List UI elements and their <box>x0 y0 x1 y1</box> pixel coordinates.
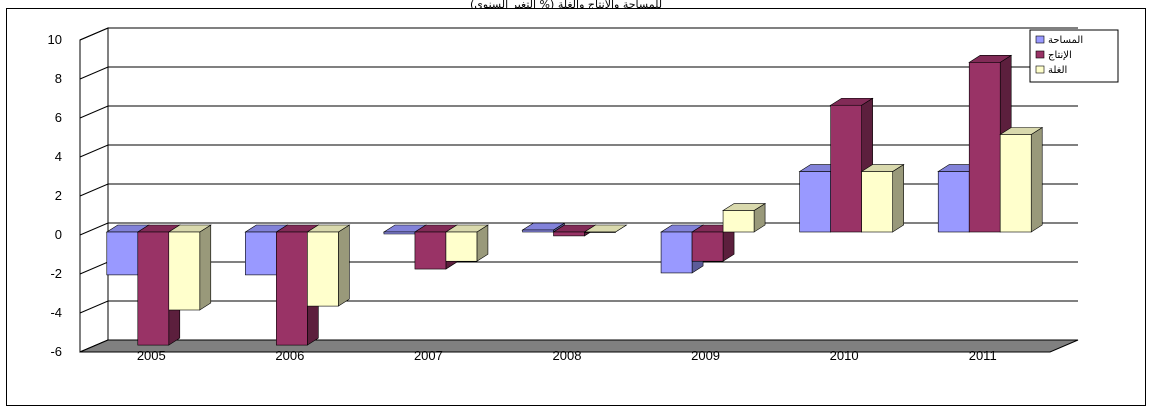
gridline <box>79 27 1078 41</box>
x-tick-label: 2007 <box>414 348 443 363</box>
bar-front <box>414 231 447 270</box>
y-tick-label: 2 <box>55 188 62 203</box>
bars <box>105 54 1044 346</box>
y-tick-label: 0 <box>55 227 62 242</box>
bar <box>167 224 212 311</box>
x-tick-label: 2010 <box>830 348 859 363</box>
bar-front <box>584 231 616 233</box>
y-tick-label: 6 <box>55 110 62 125</box>
bar-front <box>245 231 277 276</box>
bar-side <box>338 224 350 307</box>
x-axis-ticks: 2005 2006 2007 2008 2009 2010 2011 <box>137 348 997 363</box>
y-tick-label: 10 <box>48 32 62 47</box>
bar-front <box>307 231 339 307</box>
y-tick-label: -6 <box>50 344 62 359</box>
x-tick-label: 2006 <box>275 348 304 363</box>
legend-swatch <box>1035 65 1045 74</box>
legend: المساحة الإنتاج الغلة <box>1029 29 1119 83</box>
y-tick-label: -4 <box>50 305 62 320</box>
bar-front <box>999 134 1032 233</box>
x-tick-label: 2009 <box>691 348 720 363</box>
chart-floor <box>79 339 1079 353</box>
bar-front <box>968 62 1001 233</box>
legend-box <box>1029 29 1119 83</box>
bar-front <box>799 171 831 233</box>
bar <box>444 224 489 262</box>
bar <box>306 224 351 307</box>
bar-front <box>522 229 554 233</box>
bar-front <box>106 231 139 276</box>
bar-front <box>691 231 724 262</box>
bar-side <box>199 224 212 311</box>
legend-label: المساحة <box>1048 35 1083 46</box>
bar <box>999 126 1044 233</box>
legend-label: الغلة <box>1048 65 1067 76</box>
bar-front <box>276 231 308 346</box>
bar-front <box>722 210 755 233</box>
bar-front <box>445 231 478 262</box>
gridline <box>79 105 1078 119</box>
chart-title: (التغير السنوي %) للمساحة والإنتاج والغل… <box>470 0 663 9</box>
legend-swatch <box>1035 50 1045 59</box>
bar-front <box>861 171 893 233</box>
bar-front <box>137 231 170 346</box>
y-axis-ticks: -6 -4 -2 0 2 4 6 8 10 <box>48 32 62 359</box>
gridline <box>79 144 1078 158</box>
bar <box>521 222 566 233</box>
gridline <box>79 66 1078 80</box>
bar <box>583 224 628 233</box>
bar-front <box>383 231 416 235</box>
x-tick-label: 2011 <box>969 348 997 363</box>
y-tick-label: -2 <box>50 266 62 281</box>
bar <box>860 164 905 233</box>
bar-side <box>1030 126 1043 233</box>
legend-swatch <box>1035 35 1045 44</box>
bar <box>722 203 767 233</box>
bar-front <box>830 104 862 233</box>
floor-plane <box>79 339 1079 353</box>
gridline <box>79 261 1078 275</box>
legend-label: الإنتاج <box>1048 50 1072 61</box>
bar-front <box>168 231 201 311</box>
x-tick-label: 2008 <box>553 348 582 363</box>
bar-front <box>660 231 693 274</box>
bar-side <box>892 164 904 233</box>
x-tick-label: 2005 <box>137 348 166 363</box>
gridline <box>79 300 1078 314</box>
y-tick-label: 4 <box>55 149 62 164</box>
bar-front <box>553 231 585 237</box>
gridlines <box>79 27 1078 353</box>
y-tick-label: 8 <box>55 71 62 86</box>
gridline <box>79 183 1078 197</box>
bar-front <box>937 171 970 233</box>
